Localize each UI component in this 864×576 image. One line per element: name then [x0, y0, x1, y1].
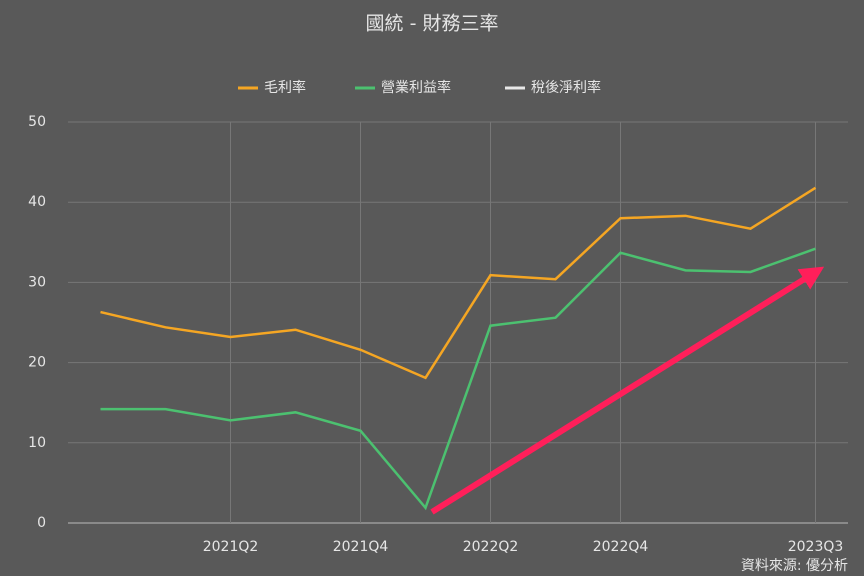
y-tick-label: 20 — [28, 355, 46, 371]
series-line — [100, 186, 817, 380]
plot-area: 0 10 20 30 40 50 2021Q2 2021Q4 2022Q2 2022Q4 2023Q… — [28, 79, 848, 555]
x-tick-label: 2022Q2 — [463, 539, 519, 555]
y-tick-label: 0 — [37, 515, 46, 531]
source-note: 資料來源: 優分析 — [741, 558, 848, 574]
legend-label: 稅後淨利率 — [531, 79, 601, 96]
chart-title: 國統 - 財務三率 — [366, 13, 499, 35]
y-tick-label: 30 — [28, 274, 46, 290]
x-tick-label: 2021Q4 — [333, 539, 389, 555]
trend-arrow — [430, 266, 825, 515]
legend-label: 營業利益率 — [381, 79, 451, 96]
legend-label: 毛利率 — [264, 79, 306, 96]
y-tick-label: 10 — [28, 435, 46, 451]
x-tick-label: 2023Q3 — [788, 539, 844, 555]
x-tick-label: 2021Q2 — [203, 539, 259, 555]
x-tick-label: 2022Q4 — [593, 539, 649, 555]
series-line — [100, 247, 816, 511]
y-tick-label: 40 — [28, 194, 46, 210]
y-tick-label: 50 — [28, 114, 46, 130]
